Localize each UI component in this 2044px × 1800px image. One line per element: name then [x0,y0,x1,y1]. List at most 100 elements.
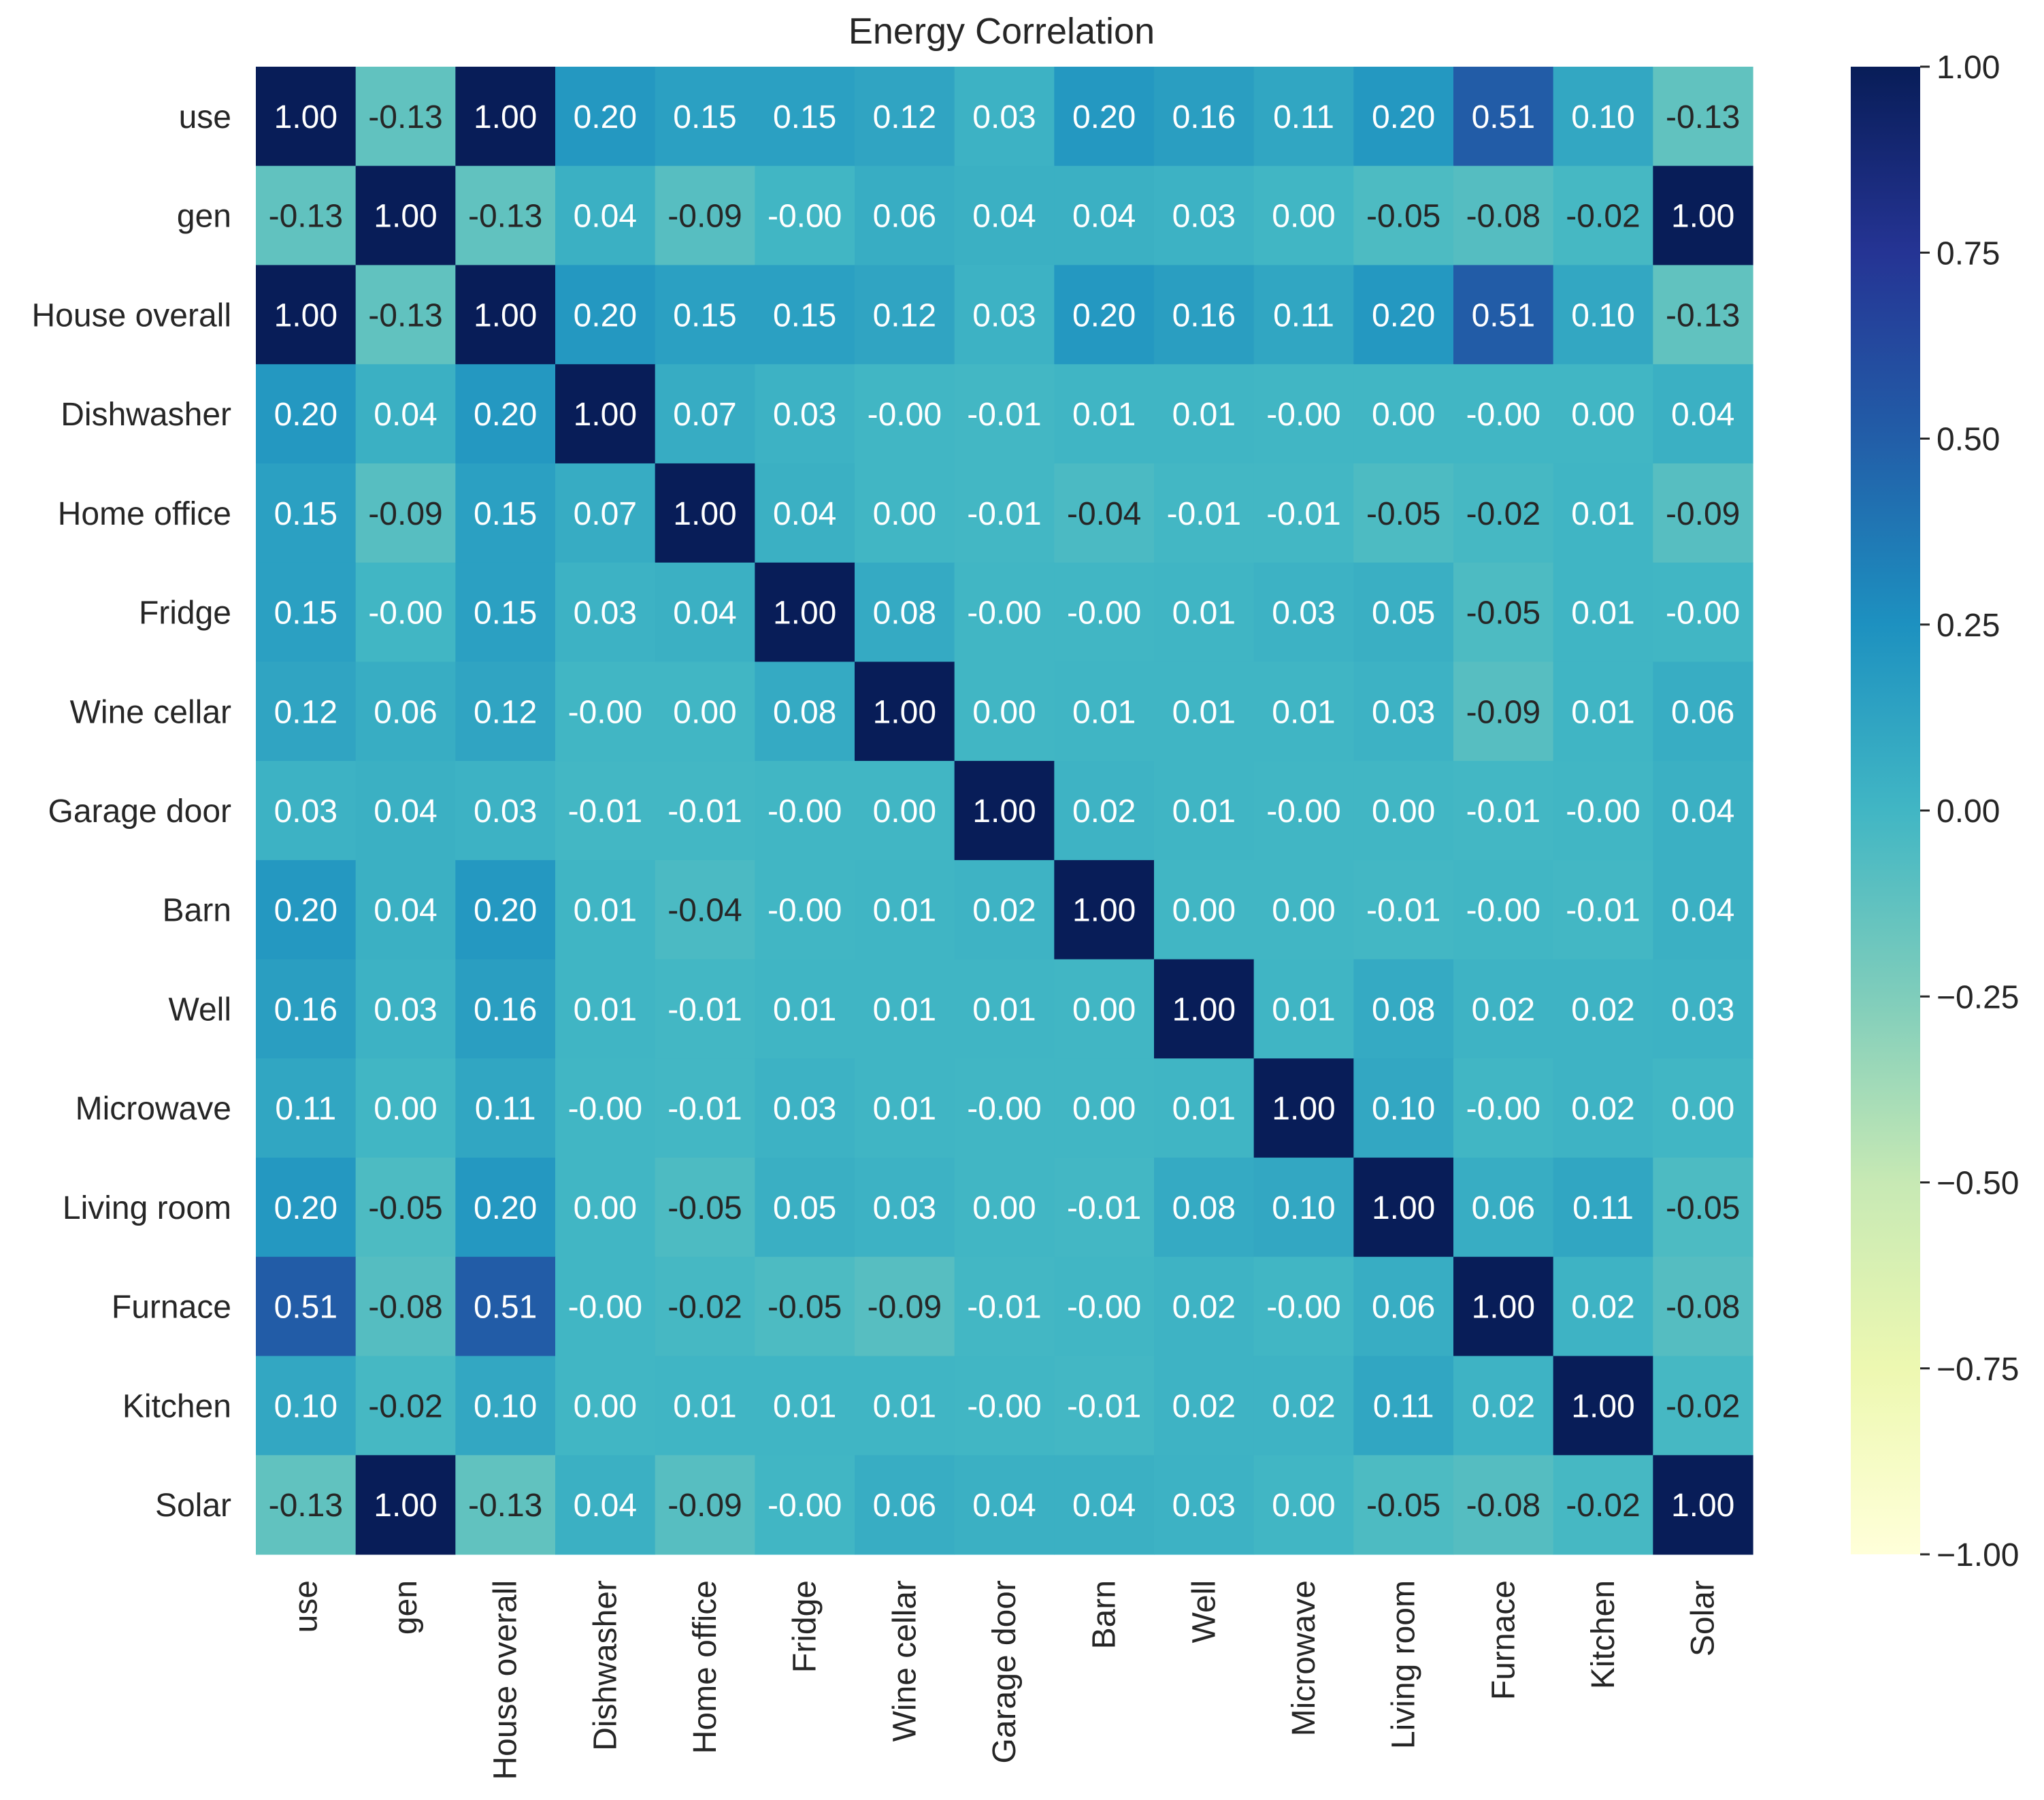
heatmap-cell-house-overall-solar [1653,265,1753,365]
heatmap-cell-solar-home-office [655,1455,755,1555]
heatmap-cell-dishwasher-dishwasher [555,364,656,464]
heatmap-cell-values: 1.00 -0.13 1.00 0.20 0.15 0.15 0.12 0.03 0.20 0.1… [269,99,1741,1524]
cell-value-label: 0.01 [574,893,637,929]
heatmap-cell-garage-door-well [1154,761,1255,861]
cell-value-label: 1.00 [374,199,437,235]
cell-value-label: 0.20 [274,1190,337,1226]
x-tick-label-furnace: Furnace [1485,1580,1521,1700]
cell-value-label: 0.00 [574,1190,637,1226]
heatmap-cell-fridge-gen [355,562,456,662]
cell-value-label: 1.00 [1272,1091,1335,1127]
heatmap-cell-dishwasher-garage-door [954,364,1055,464]
heatmap-cell-garage-door-microwave [1253,761,1354,861]
cell-value-label: 0.03 [773,1091,836,1127]
heatmap-cell-gen-microwave [1253,165,1354,266]
cell-value-label: -0.00 [1067,595,1141,632]
heatmap-cell-barn-garage-door [954,860,1055,960]
heatmap-cell-microwave-wine-cellar [855,1058,955,1158]
heatmap-cell-well-living-room [1353,959,1454,1059]
heatmap-cell-house-overall-gen [355,265,456,365]
cell-value-label: 1.00 [972,793,1036,830]
heatmap-cell-wine-cellar-wine-cellar [855,661,955,762]
heatmap-cell-microwave-garage-door [954,1058,1055,1158]
cell-value-label: 0.00 [1272,893,1335,929]
cell-value-label: 0.01 [1571,694,1634,730]
heatmap-cell-wine-cellar-dishwasher [555,661,656,762]
heatmap-cell-house-overall-microwave [1253,265,1354,365]
heatmap-cell-solar-house-overall [455,1455,556,1555]
heatmap-cell-gen-solar [1653,165,1753,266]
heatmap-cell-kitchen-use [256,1356,357,1456]
cell-value-label: -0.08 [1466,199,1540,235]
heatmap-cell-microwave-fridge [755,1058,855,1158]
cell-value-label: -0.08 [368,1290,442,1326]
colorbar-tick-label: −0.25 [1936,979,2019,1015]
cell-value-label: -0.00 [1466,893,1540,929]
heatmap-cell-home-office-well [1154,463,1255,563]
cell-value-label: -0.01 [967,1290,1041,1326]
cell-value-label: 1.00 [673,496,736,532]
cell-value-label: 0.04 [574,199,637,235]
heatmap-cell-furnace-fridge [755,1256,855,1357]
cell-value-label: 0.01 [1172,793,1236,830]
heatmap-cell-dishwasher-solar [1653,364,1753,464]
cell-value-label: 0.20 [274,893,337,929]
cell-value-label: 0.16 [274,992,337,1028]
heatmap-cell-dishwasher-kitchen [1553,364,1653,464]
cell-value-label: 0.20 [1372,99,1435,135]
cell-value-label: -0.13 [368,99,442,135]
cell-value-label: -0.01 [967,496,1041,532]
heatmap-cell-wine-cellar-house-overall [455,661,556,762]
heatmap-cell-house-overall-fridge [755,265,855,365]
cell-value-label: 0.01 [1072,397,1136,433]
heatmap-cell-furnace-barn [1054,1256,1155,1357]
heatmap-cell-well-solar [1653,959,1753,1059]
heatmap-cell-use-house-overall [455,67,556,167]
y-tick-label-fridge: Fridge [139,595,231,632]
heatmap-cell-living-room-dishwasher [555,1158,656,1258]
x-tick-label-microwave: Microwave [1286,1580,1322,1736]
cell-value-label: 0.06 [1671,694,1734,730]
cell-value-label: -0.00 [1266,1290,1340,1326]
heatmap-cell-furnace-gen [355,1256,456,1357]
heatmap-cell-furnace-garage-door [954,1256,1055,1357]
cell-value-label: 0.03 [574,595,637,632]
heatmap-cell-garage-door-furnace [1453,761,1554,861]
cell-value-label: 0.01 [873,1388,936,1424]
cell-value-label: 0.04 [773,496,836,532]
cell-value-label: -0.01 [1366,893,1440,929]
heatmap-cell-dishwasher-gen [355,364,456,464]
heatmap-cell-house-overall-wine-cellar [855,265,955,365]
heatmap-cell-wine-cellar-solar [1653,661,1753,762]
heatmap-cell-home-office-use [256,463,357,563]
heatmap-cell-dishwasher-use [256,364,357,464]
heatmap-cell-fridge-furnace [1453,562,1554,662]
heatmap-cell-well-gen [355,959,456,1059]
heatmap-cell-solar-solar [1653,1455,1753,1555]
cell-value-label: 0.03 [1671,992,1734,1028]
heatmap-cell-dishwasher-fridge [755,364,855,464]
cell-value-label: 0.15 [274,496,337,532]
y-tick-label-dishwasher: Dishwasher [61,397,231,433]
cell-value-label: 0.20 [474,397,537,433]
cell-value-label: 1.00 [1372,1190,1435,1226]
heatmap-cell-barn-house-overall [455,860,556,960]
cell-value-label: -0.01 [1466,793,1540,830]
heatmap-cell-dishwasher-living-room [1353,364,1454,464]
y-tick-label-kitchen: Kitchen [122,1388,231,1424]
heatmap-cell-barn-dishwasher [555,860,656,960]
cell-value-label: 0.01 [873,893,936,929]
cell-value-label: 0.08 [773,694,836,730]
heatmap-cell-living-room-garage-door [954,1158,1055,1258]
cell-value-label: 0.16 [474,992,537,1028]
cell-value-label: 1.00 [1472,1290,1535,1326]
heatmap-cell-dishwasher-furnace [1453,364,1554,464]
cell-value-label: 0.00 [1172,893,1236,929]
heatmap-cell-house-overall-kitchen [1553,265,1653,365]
cell-value-label: -0.09 [368,496,442,532]
heatmap-cell-barn-barn [1054,860,1155,960]
colorbar-gradient [1851,67,1920,1554]
cell-value-label: 0.15 [673,297,736,333]
y-tick-label-barn: Barn [163,893,231,929]
